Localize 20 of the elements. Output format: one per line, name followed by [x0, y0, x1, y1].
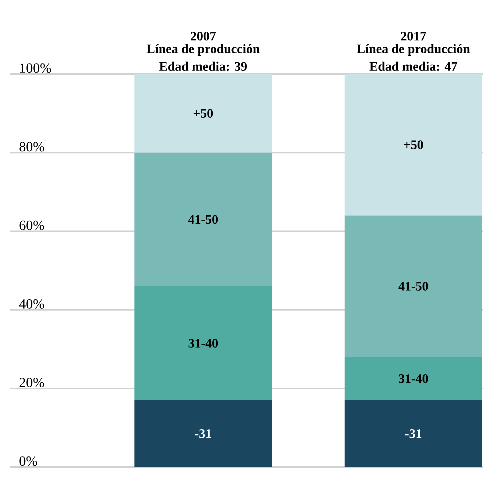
- text: +50: [404, 140, 424, 150]
- series-label: 41-50: [188, 215, 218, 224]
- y-tick-label: 40%: [19, 299, 44, 309]
- text: Línea de producción: [146, 44, 260, 56]
- y-tick-label: 100%: [20, 64, 52, 74]
- series-label: -31: [195, 430, 212, 438]
- y-tick-label: 80%: [20, 142, 44, 152]
- x-tick-label: 2007: [191, 32, 216, 41]
- x-tick-label: 2017: [401, 32, 426, 41]
- text: Edad media: 47: [370, 62, 458, 72]
- text: 41-50: [398, 282, 428, 291]
- series-label: 31-40: [399, 374, 428, 384]
- text: 31-40: [188, 339, 218, 348]
- y-tick-label: 20%: [20, 378, 44, 388]
- text: Línea de producción: [357, 44, 470, 56]
- y-tick-label: 60%: [20, 220, 44, 230]
- series-label: +50: [194, 109, 214, 118]
- text: Edad media: 39: [160, 62, 248, 72]
- text: -31: [405, 430, 422, 438]
- y-tick-label: 0%: [20, 456, 38, 466]
